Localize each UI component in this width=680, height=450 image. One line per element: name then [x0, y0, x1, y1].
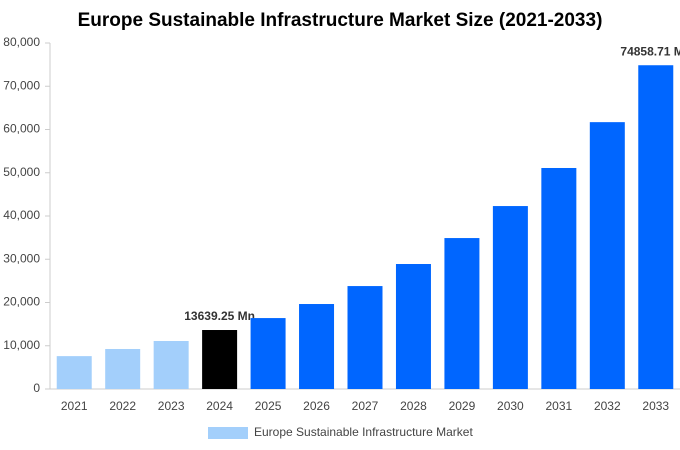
x-tick-label: 2028 [400, 399, 427, 413]
legend-swatch [208, 427, 248, 439]
bar [589, 122, 625, 390]
bar [638, 65, 674, 389]
y-tick-label: 80,000 [3, 35, 40, 49]
y-tick-label: 30,000 [3, 251, 40, 265]
bar [250, 318, 286, 389]
bar [347, 286, 383, 389]
x-tick-label: 2025 [255, 399, 282, 413]
y-tick-label: 60,000 [3, 122, 40, 136]
y-tick-label: 0 [33, 381, 40, 395]
bar [202, 330, 238, 389]
legend-label: Europe Sustainable Infrastructure Market [254, 425, 473, 439]
x-tick-label: 2026 [303, 399, 330, 413]
value-label: 13639.25 Mn [184, 309, 255, 323]
x-tick-label: 2024 [206, 399, 233, 413]
bar [541, 167, 577, 389]
bar [492, 206, 528, 389]
x-tick-label: 2031 [545, 399, 572, 413]
bar [153, 340, 189, 389]
x-tick-label: 2023 [158, 399, 185, 413]
y-tick-label: 40,000 [3, 208, 40, 222]
x-tick-label: 2032 [594, 399, 621, 413]
bar [395, 264, 431, 389]
x-tick-label: 2033 [642, 399, 669, 413]
value-label: 74858.71 Mn [620, 44, 680, 58]
x-tick-label: 2022 [109, 399, 136, 413]
x-tick-label: 2021 [61, 399, 88, 413]
y-tick-label: 10,000 [3, 338, 40, 352]
x-tick-label: 2030 [497, 399, 524, 413]
bar [299, 304, 335, 389]
x-tick-label: 2029 [449, 399, 476, 413]
x-tick-label: 2027 [352, 399, 379, 413]
y-tick-label: 50,000 [3, 165, 40, 179]
y-tick-label: 20,000 [3, 295, 40, 309]
y-tick-label: 70,000 [3, 78, 40, 92]
bar [105, 348, 141, 389]
chart-title: Europe Sustainable Infrastructure Market… [78, 10, 603, 31]
bar [444, 238, 480, 389]
bar [56, 356, 92, 389]
